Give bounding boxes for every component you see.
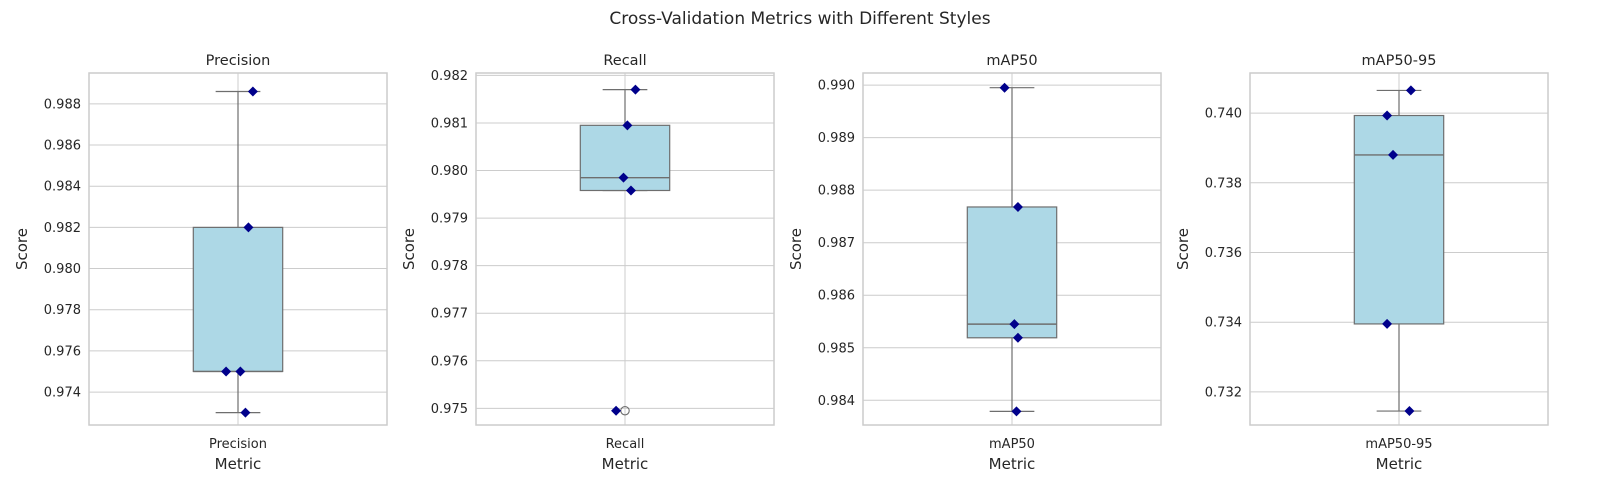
panel-precision: 0.974 0.976 0.978 0.980 0.982 0.984 0.986 0.988…	[13, 53, 388, 473]
subplot-grid: 0.974 0.976 0.978 0.980 0.982 0.984 0.986 0.988…	[13, 53, 1549, 473]
y-tick-label: 0.985	[818, 341, 855, 356]
y-axis-label: Score	[787, 228, 805, 270]
figure-suptitle: Cross-Validation Metrics with Different …	[609, 9, 990, 29]
y-tick-label: 0.988	[44, 97, 81, 112]
data-point	[1012, 332, 1023, 343]
data-point	[247, 86, 258, 97]
y-tick-label: 0.977	[431, 307, 468, 322]
data-point	[618, 172, 629, 183]
data-point	[221, 366, 232, 377]
y-tick-label: 0.986	[44, 139, 81, 154]
panel-title: Recall	[603, 53, 646, 69]
y-tick-label: 0.984	[818, 394, 855, 409]
y-tick-label: 0.980	[44, 262, 81, 277]
data-point	[1404, 406, 1415, 417]
y-tick-label: 0.979	[431, 212, 468, 227]
data-point	[1382, 110, 1393, 121]
panel-title: Precision	[206, 53, 271, 69]
data-point	[630, 84, 641, 95]
iqr-box	[1353, 114, 1445, 325]
data-point	[1011, 406, 1022, 417]
y-tick-label: 0.990	[818, 79, 855, 94]
data-point	[1405, 85, 1416, 96]
panel-title: mAP50-95	[1362, 53, 1437, 69]
data-point	[1009, 319, 1020, 330]
iqr-box	[579, 124, 671, 192]
y-axis-label: Score	[400, 228, 418, 270]
panel-recall: 0.975 0.976 0.977 0.978 0.979 0.980 0.981 0.982…	[400, 53, 775, 473]
y-tick-label: 0.989	[818, 131, 855, 146]
data-point	[622, 120, 633, 131]
y-axis-label: Score	[13, 228, 31, 270]
x-axis-label: Metric	[215, 455, 262, 473]
y-tick-label: 0.974	[44, 386, 81, 401]
x-axis-label: Metric	[989, 455, 1036, 473]
iqr-box	[966, 206, 1058, 339]
y-tick-label: 0.980	[431, 164, 468, 179]
iqr-box	[192, 226, 284, 373]
data-point	[1012, 201, 1023, 212]
x-tick-label: Recall	[606, 437, 645, 452]
y-tick-label: 0.734	[1205, 316, 1242, 331]
data-point	[1382, 318, 1393, 329]
y-tick-label: 0.732	[1205, 385, 1242, 400]
x-tick-label: mAP50	[989, 437, 1035, 452]
data-point	[1388, 149, 1399, 160]
y-tick-label: 0.984	[44, 180, 81, 195]
y-tick-label: 0.982	[431, 69, 468, 84]
data-point	[240, 407, 251, 418]
data-point	[999, 82, 1010, 93]
y-tick-label: 0.988	[818, 184, 855, 199]
y-tick-label: 0.736	[1205, 246, 1242, 261]
axes-frame	[475, 72, 775, 426]
y-tick-label: 0.975	[431, 402, 468, 417]
x-tick-label: mAP50-95	[1365, 437, 1432, 452]
axes-frame	[1249, 72, 1549, 426]
y-tick-label: 0.982	[44, 221, 81, 236]
axes-frame	[88, 72, 388, 426]
x-axis-label: Metric	[1376, 455, 1423, 473]
y-tick-label: 0.976	[431, 354, 468, 369]
y-tick-label: 0.976	[44, 344, 81, 359]
y-tick-label: 0.740	[1205, 107, 1242, 122]
panel-map50-95: 0.732 0.734 0.736 0.738 0.740 mAP50-95 Metric S…	[1174, 53, 1549, 473]
y-axis-label: Score	[1174, 228, 1192, 270]
y-tick-label: 0.987	[818, 236, 855, 251]
y-tick-label: 0.978	[431, 259, 468, 274]
data-point	[611, 405, 622, 416]
x-tick-label: Precision	[209, 437, 267, 452]
data-point	[235, 366, 246, 377]
x-axis-label: Metric	[602, 455, 649, 473]
axes-frame	[862, 72, 1162, 426]
panel-map50: 0.984 0.985 0.986 0.987 0.988 0.989 0.990 mAP50…	[787, 53, 1162, 473]
y-tick-label: 0.978	[44, 303, 81, 318]
data-point	[243, 222, 254, 233]
data-point	[625, 185, 636, 196]
y-tick-label: 0.981	[431, 116, 468, 131]
y-tick-label: 0.738	[1205, 176, 1242, 191]
panel-title: mAP50	[986, 53, 1037, 69]
y-tick-label: 0.986	[818, 289, 855, 304]
